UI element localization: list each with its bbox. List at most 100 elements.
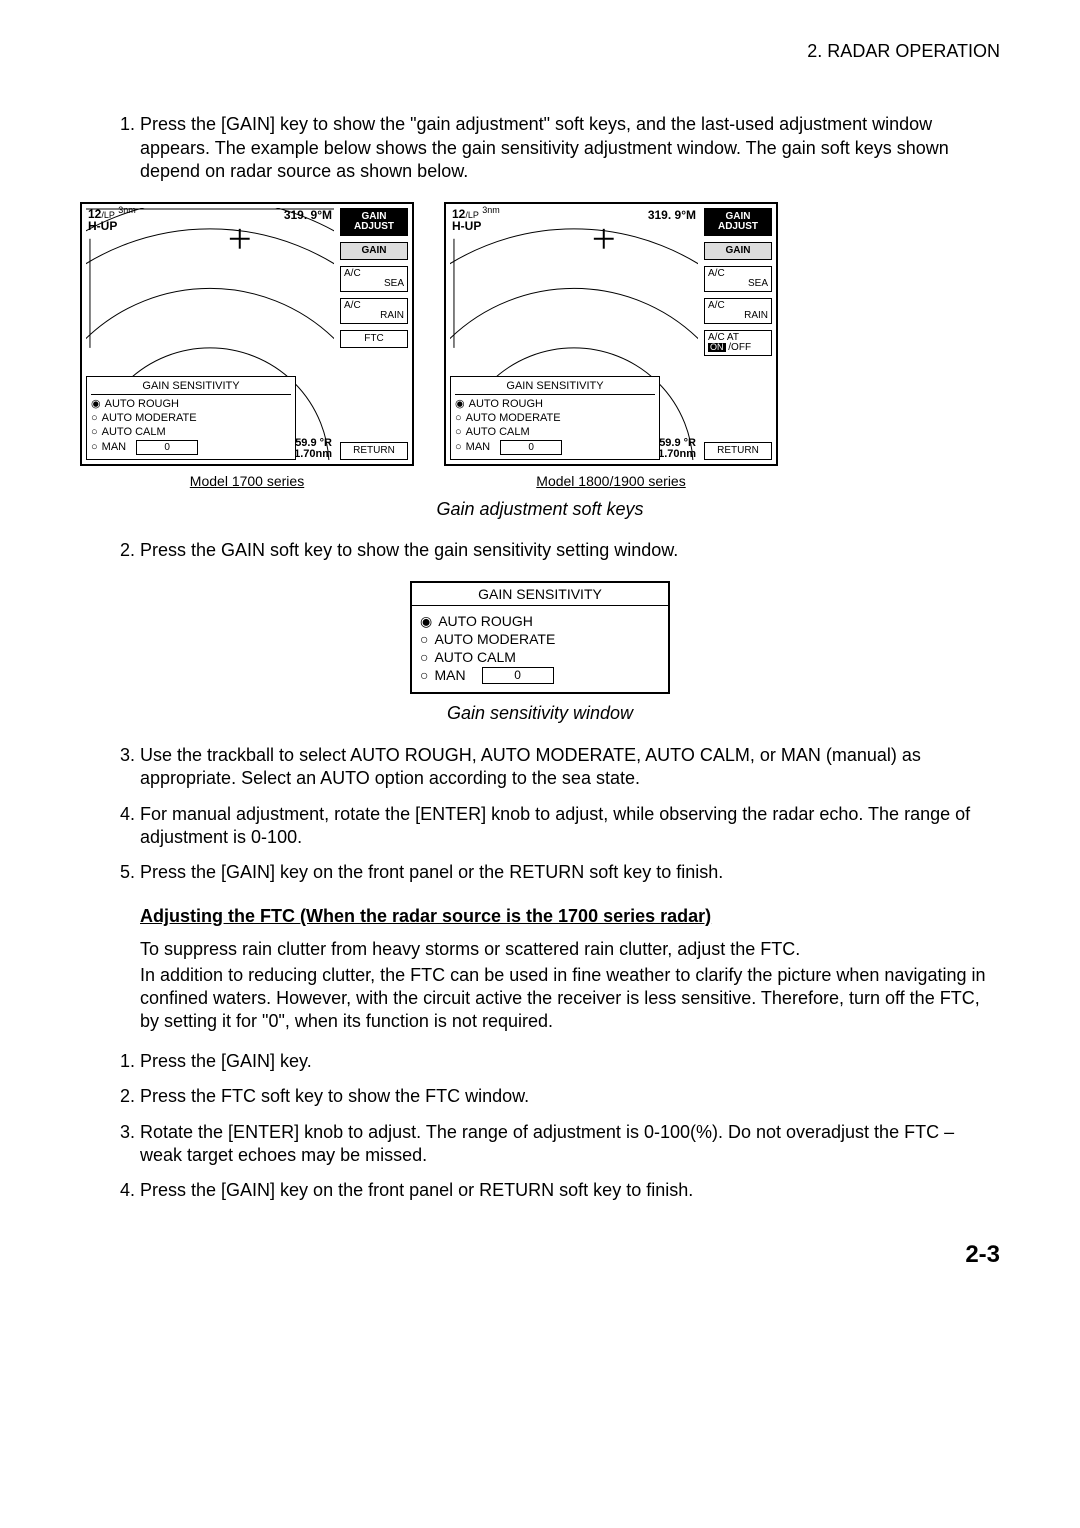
softkey-gain-adjust[interactable]: GAIN ADJUST bbox=[340, 208, 408, 236]
model-1800-label: Model 1800/1900 series bbox=[536, 472, 685, 490]
range-nm: 3nm bbox=[482, 205, 500, 215]
gain-opt-man[interactable]: MAN 0 bbox=[91, 440, 291, 455]
page-header: 2. RADAR OPERATION bbox=[80, 40, 1000, 63]
gain-opt-rough[interactable]: AUTO ROUGH bbox=[91, 397, 291, 411]
softkey-ac-rain[interactable]: A/C RAIN bbox=[704, 298, 772, 324]
softkey-return[interactable]: RETURN bbox=[340, 442, 408, 460]
orientation-mode: H-UP bbox=[452, 219, 481, 233]
gain-opt-rough-label: AUTO ROUGH bbox=[105, 397, 179, 411]
caption-gain-adjustment: Gain adjustment soft keys bbox=[80, 498, 1000, 521]
ftc-step-3: Rotate the [ENTER] knob to adjust. The r… bbox=[140, 1121, 1000, 1168]
radio-open-icon bbox=[91, 440, 98, 454]
radio-open-icon bbox=[91, 411, 98, 425]
gain-opt-moderate[interactable]: AUTO MODERATE bbox=[91, 411, 291, 425]
step-4: For manual adjustment, rotate the [ENTER… bbox=[140, 803, 1000, 850]
range-mode-label: 12/LP 3nm H-UP bbox=[452, 206, 500, 232]
ftc-step-2: Press the FTC soft key to show the FTC w… bbox=[140, 1085, 1000, 1108]
gain-panel-title: GAIN SENSITIVITY bbox=[91, 379, 291, 394]
radar-figures-row: 12/LP 3nm H-UP 319. 9°M + 359.9 °R 11.70… bbox=[80, 202, 1000, 490]
softkey-ac-sea[interactable]: A/C SEA bbox=[704, 266, 772, 292]
gain-window-title: GAIN SENSITIVITY bbox=[412, 585, 668, 606]
sk-label: ADJUST bbox=[354, 221, 394, 232]
sk-label: A/C bbox=[344, 268, 361, 279]
ftc-step-1: Press the [GAIN] key. bbox=[140, 1050, 1000, 1073]
radio-open-icon bbox=[455, 411, 462, 425]
gain-opt-moderate-label: AUTO MODERATE bbox=[102, 411, 197, 425]
ftc-paragraph-1: To suppress rain clutter from heavy stor… bbox=[140, 938, 1000, 961]
gain-opt-man[interactable]: MAN 0 bbox=[420, 666, 660, 684]
radio-selected-icon bbox=[455, 397, 465, 411]
gain-opt-moderate[interactable]: AUTO MODERATE bbox=[420, 630, 660, 648]
softkey-ac-auto[interactable]: A/C AT ON /OFF bbox=[704, 330, 772, 356]
gain-steps-list-1: Press the [GAIN] key to show the "gain a… bbox=[140, 113, 1000, 183]
step-1: Press the [GAIN] key to show the "gain a… bbox=[140, 113, 1000, 183]
gain-opt-man[interactable]: MAN 0 bbox=[455, 440, 655, 455]
gain-man-value: 0 bbox=[500, 440, 562, 455]
page-number: 2-3 bbox=[80, 1239, 1000, 1270]
gain-opt-moderate[interactable]: AUTO MODERATE bbox=[455, 411, 655, 425]
radio-open-icon bbox=[420, 666, 428, 684]
gain-opt-calm[interactable]: AUTO CALM bbox=[455, 425, 655, 439]
orientation-mode: H-UP bbox=[88, 219, 117, 233]
ftc-heading: Adjusting the FTC (When the radar source… bbox=[140, 905, 1000, 928]
sk-label: SEA bbox=[344, 279, 404, 289]
gain-opt-calm-label: AUTO CALM bbox=[102, 425, 166, 439]
softkeys-1800: GAIN ADJUST GAIN A/C SEA A/C RAIN A/C AT… bbox=[704, 208, 772, 460]
gain-opt-man-label: MAN bbox=[434, 666, 465, 684]
gain-opt-rough-label: AUTO ROUGH bbox=[469, 397, 543, 411]
gain-opt-rough-label: AUTO ROUGH bbox=[438, 612, 533, 630]
range-nm: 3nm bbox=[118, 205, 136, 215]
radio-open-icon bbox=[91, 425, 98, 439]
gain-man-value: 0 bbox=[482, 667, 554, 685]
radio-open-icon bbox=[455, 425, 462, 439]
gain-opt-moderate-label: AUTO MODERATE bbox=[466, 411, 561, 425]
gain-sensitivity-panel-1800: GAIN SENSITIVITY AUTO ROUGH AUTO MODERAT… bbox=[450, 376, 660, 459]
softkey-spacer bbox=[340, 354, 408, 436]
gain-man-value: 0 bbox=[136, 440, 198, 455]
softkey-gain[interactable]: GAIN bbox=[704, 242, 772, 260]
softkey-gain[interactable]: GAIN bbox=[340, 242, 408, 260]
softkey-ac-rain[interactable]: A/C RAIN bbox=[340, 298, 408, 324]
caption-gain-window: Gain sensitivity window bbox=[80, 702, 1000, 725]
heading-readout: 319. 9°M bbox=[648, 208, 696, 224]
gain-sensitivity-window: GAIN SENSITIVITY AUTO ROUGH AUTO MODERAT… bbox=[410, 581, 670, 695]
gain-opt-moderate-label: AUTO MODERATE bbox=[434, 630, 555, 648]
sk-label: RAIN bbox=[708, 311, 768, 321]
range-mode-label: 12/LP 3nm H-UP bbox=[88, 206, 136, 232]
gain-opt-rough[interactable]: AUTO ROUGH bbox=[420, 612, 660, 630]
ftc-step-4: Press the [GAIN] key on the front panel … bbox=[140, 1179, 1000, 1202]
radio-open-icon bbox=[420, 648, 428, 666]
radar-1800-display: 12/LP 3nm H-UP 319. 9°M + 359.9 °R 11.70… bbox=[444, 202, 778, 466]
sk-label: RAIN bbox=[344, 311, 404, 321]
step-3: Use the trackball to select AUTO ROUGH, … bbox=[140, 744, 1000, 791]
sk-label: A/C bbox=[344, 300, 361, 311]
sk-label: A/C bbox=[708, 300, 725, 311]
ftc-steps-list: Press the [GAIN] key. Press the FTC soft… bbox=[140, 1050, 1000, 1203]
gain-opt-man-label: MAN bbox=[102, 440, 126, 454]
softkey-ftc[interactable]: FTC bbox=[340, 330, 408, 348]
softkey-spacer bbox=[704, 362, 772, 436]
gain-opt-calm-label: AUTO CALM bbox=[434, 648, 515, 666]
gain-opt-calm[interactable]: AUTO CALM bbox=[91, 425, 291, 439]
radar-1700-wrap: 12/LP 3nm H-UP 319. 9°M + 359.9 °R 11.70… bbox=[80, 202, 414, 490]
softkeys-1700: GAIN ADJUST GAIN A/C SEA A/C RAIN FTC RE… bbox=[340, 208, 408, 460]
gain-opt-calm[interactable]: AUTO CALM bbox=[420, 648, 660, 666]
radio-selected-icon bbox=[91, 397, 101, 411]
sk-label: ADJUST bbox=[718, 221, 758, 232]
gain-steps-list-2: Press the GAIN soft key to show the gain… bbox=[140, 539, 1000, 562]
gain-steps-list-3: Use the trackball to select AUTO ROUGH, … bbox=[140, 744, 1000, 885]
gain-opt-rough[interactable]: AUTO ROUGH bbox=[455, 397, 655, 411]
radio-selected-icon bbox=[420, 612, 432, 630]
gain-sensitivity-panel-1700: GAIN SENSITIVITY AUTO ROUGH AUTO MODERAT… bbox=[86, 376, 296, 459]
softkey-return[interactable]: RETURN bbox=[704, 442, 772, 460]
step-2: Press the GAIN soft key to show the gain… bbox=[140, 539, 1000, 562]
sk-label: SEA bbox=[708, 279, 768, 289]
softkey-gain-adjust[interactable]: GAIN ADJUST bbox=[704, 208, 772, 236]
gain-panel-title: GAIN SENSITIVITY bbox=[455, 379, 655, 394]
gain-opt-man-label: MAN bbox=[466, 440, 490, 454]
radar-1700-display: 12/LP 3nm H-UP 319. 9°M + 359.9 °R 11.70… bbox=[80, 202, 414, 466]
sk-label: A/C bbox=[708, 268, 725, 279]
step-5: Press the [GAIN] key on the front panel … bbox=[140, 861, 1000, 884]
model-1700-label: Model 1700 series bbox=[190, 472, 304, 490]
softkey-ac-sea[interactable]: A/C SEA bbox=[340, 266, 408, 292]
